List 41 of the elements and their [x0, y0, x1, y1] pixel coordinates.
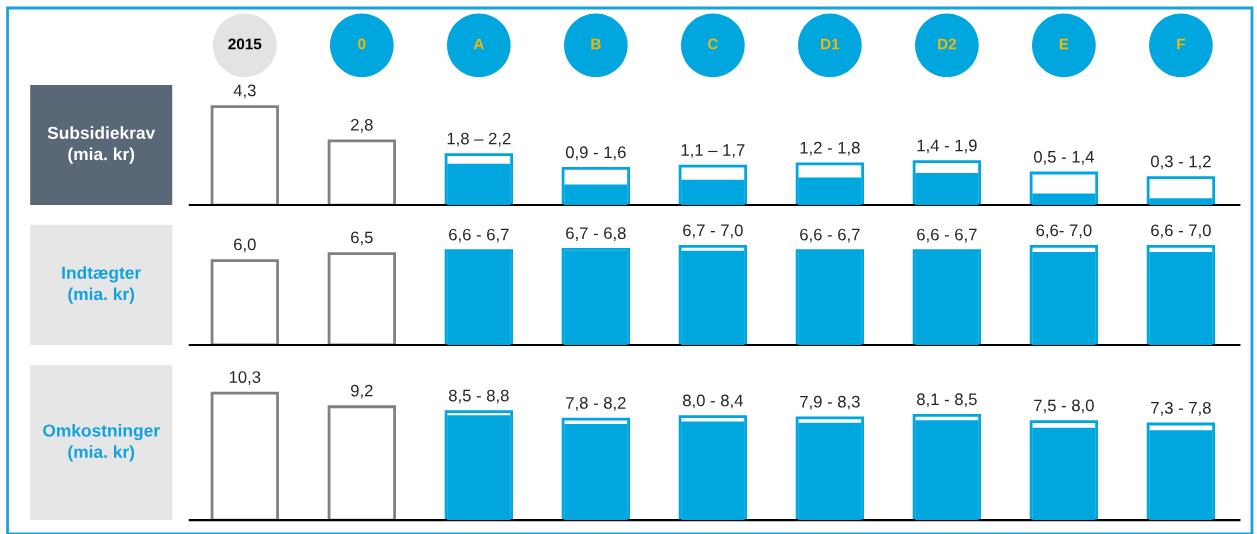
data-label: 8,0 - 8,4: [683, 394, 743, 409]
data-label: 7,8 - 8,2: [566, 397, 626, 411]
data-label: 6,7 - 7,0: [683, 224, 743, 239]
data-label: 1,8 – 2,2: [447, 132, 511, 147]
data-label: 0,9 - 1,6: [565, 146, 626, 161]
data-label: 0,3 - 1,2: [1150, 155, 1211, 170]
x-tick-label: C: [707, 38, 718, 50]
data-label: 9,2: [351, 384, 373, 399]
data-label: 6,6 - 6,7: [800, 228, 860, 243]
data-label: 6,6 - 6,7: [449, 228, 509, 243]
x-tick-label: D2: [938, 38, 957, 50]
data-label: 7,3 - 7,8: [1151, 401, 1211, 416]
x-tick-label: E: [1059, 38, 1069, 50]
x-tick-label: D1: [821, 38, 840, 50]
data-label: 2,8: [351, 118, 373, 133]
data-label: 1,2 - 1,8: [800, 141, 860, 156]
bar: [210, 105, 279, 206]
y-axis-title: Indtægter (mia. kr): [62, 266, 141, 304]
data-label: 1,4 - 1,9: [917, 139, 977, 154]
data-label: 4,3: [233, 84, 256, 99]
data-label: 6,6 - 6,7: [917, 228, 977, 243]
data-label: 7,9 - 8,3: [800, 395, 860, 410]
y-axis-title: Omkostninger (mia. kr): [43, 423, 160, 462]
data-label: 7,5 - 8,0: [1034, 399, 1094, 414]
data-label: 10,3: [229, 371, 261, 385]
x-tick-label: B: [591, 38, 601, 50]
x-tick-label: F: [1177, 38, 1185, 50]
data-label: 6,6 - 7,0: [1151, 224, 1211, 239]
bar: [327, 139, 396, 206]
data-label: 0,5 - 1,4: [1033, 150, 1094, 165]
data-label: 6,7 - 6,8: [566, 227, 626, 242]
y-axis-title: Subsidiekrav (mia. kr): [47, 126, 156, 164]
x-tick-label: A: [473, 38, 484, 50]
data-label: 8,5 - 8,8: [448, 389, 509, 404]
data-label: 6,0: [234, 238, 256, 253]
data-label: 8,1 - 8,5: [917, 393, 977, 408]
x-tick-label: 0: [358, 38, 366, 50]
data-label: 1,1 – 1,7: [681, 144, 745, 158]
x-tick-label: 2015: [228, 38, 262, 50]
data-label: 6,6- 7,0: [1036, 224, 1092, 239]
data-label: 6,5: [351, 231, 373, 246]
